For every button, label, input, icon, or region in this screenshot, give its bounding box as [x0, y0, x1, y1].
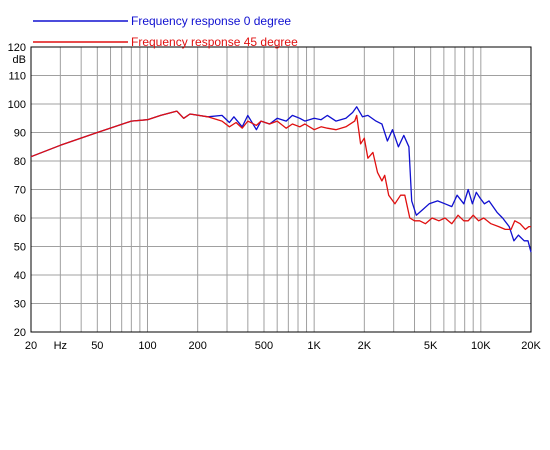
series-layer: [30, 106, 532, 253]
y-tick-label: 100: [8, 99, 26, 111]
y-tick-label: 30: [14, 299, 26, 311]
y-tick-label: 60: [14, 213, 26, 225]
x-tick-label: 5K: [424, 340, 438, 352]
legend-label: Frequency response 0 degree: [131, 14, 291, 28]
y-tick-label: 70: [14, 185, 26, 197]
y-tick-label: 40: [14, 270, 26, 282]
x-tick-label: 10K: [471, 340, 491, 352]
x-tick-label: 20K: [521, 340, 541, 352]
series-line-45-degree: [30, 110, 531, 231]
y-tick-label: 80: [14, 156, 26, 168]
y-tick-label: 20: [14, 327, 26, 339]
legend: Frequency response 0 degree Frequency res…: [33, 14, 298, 49]
x-tick-label: 20: [25, 340, 37, 352]
x-tick-label: 1K: [307, 340, 321, 352]
legend-label: Frequency response 45 degree: [131, 35, 298, 49]
x-tick-label: 100: [138, 340, 156, 352]
y-tick-label: 50: [14, 242, 26, 254]
y-tick-label: 120: [8, 42, 26, 54]
y-tick-label: 110: [8, 71, 26, 83]
x-tick-label: Hz: [54, 340, 67, 352]
grid: [31, 47, 531, 332]
series-line-0-degree: [30, 106, 532, 253]
plot-frame: [30, 46, 532, 333]
x-tick-label: 50: [91, 340, 103, 352]
x-tick-label: 200: [188, 340, 206, 352]
x-tick-label: 500: [255, 340, 273, 352]
y-tick-label: 90: [14, 128, 26, 140]
x-tick-label: 2K: [358, 340, 372, 352]
y-axis-label: dB: [13, 54, 26, 66]
